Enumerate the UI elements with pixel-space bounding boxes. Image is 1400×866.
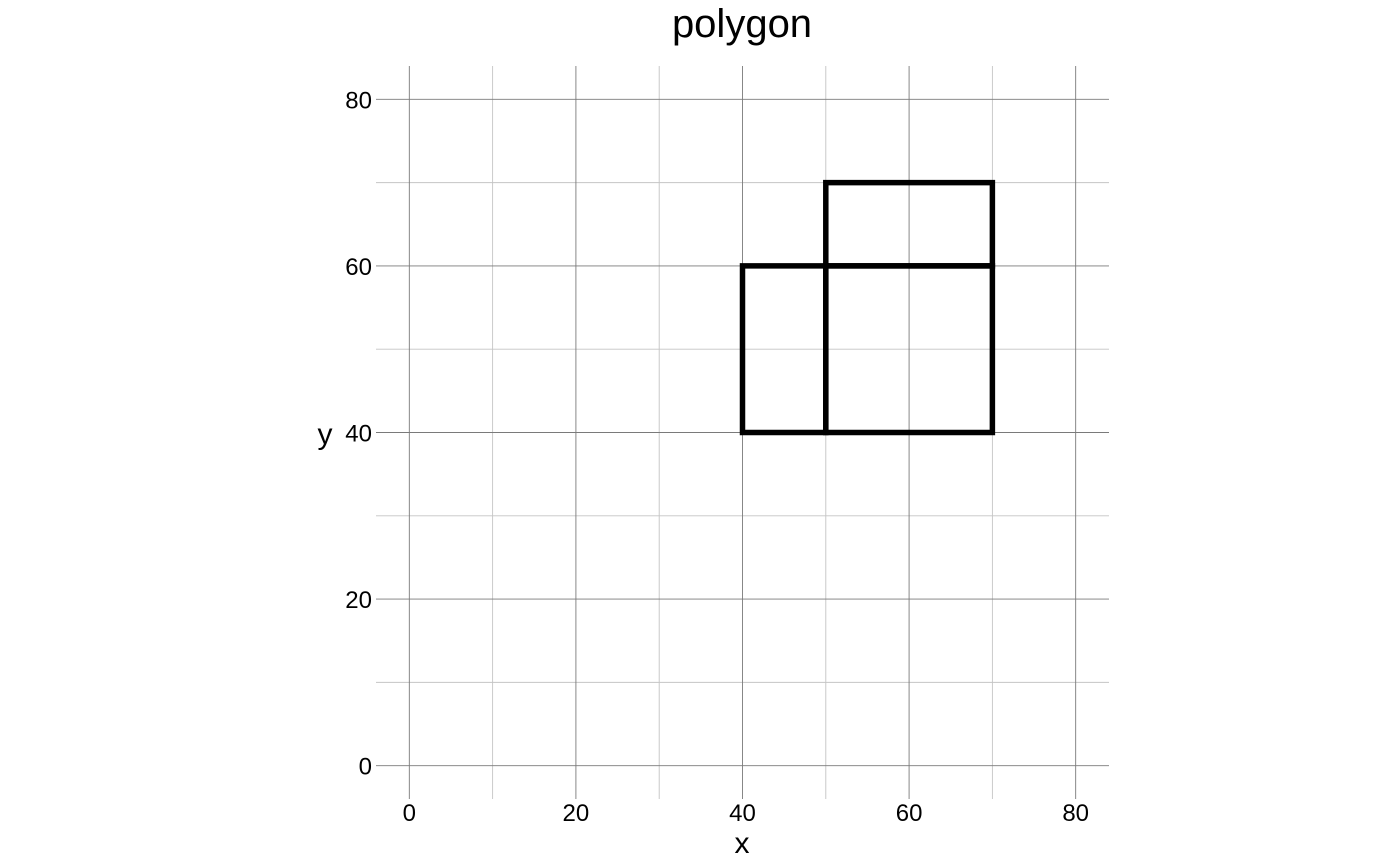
x-tick-label: 40 xyxy=(729,800,756,827)
tick-labels: 0 20 40 60 80 0 20 40 60 80 xyxy=(345,87,1089,827)
x-axis-label: x xyxy=(735,827,750,860)
x-tick-label: 80 xyxy=(1062,800,1089,827)
x-tick-label: 60 xyxy=(896,800,923,827)
y-tick-label: 60 xyxy=(345,254,372,281)
x-tick-label: 0 xyxy=(403,800,416,827)
polygon-3 xyxy=(823,179,996,269)
x-tick-label: 20 xyxy=(563,800,590,827)
polygon-layer xyxy=(739,179,996,436)
y-tick-label: 40 xyxy=(345,421,372,448)
y-axis-label: y xyxy=(318,418,333,451)
y-tick-label: 80 xyxy=(345,87,372,114)
y-tick-label: 20 xyxy=(345,587,372,614)
chart-title: polygon xyxy=(672,2,812,46)
y-tick-label: 0 xyxy=(359,754,372,781)
